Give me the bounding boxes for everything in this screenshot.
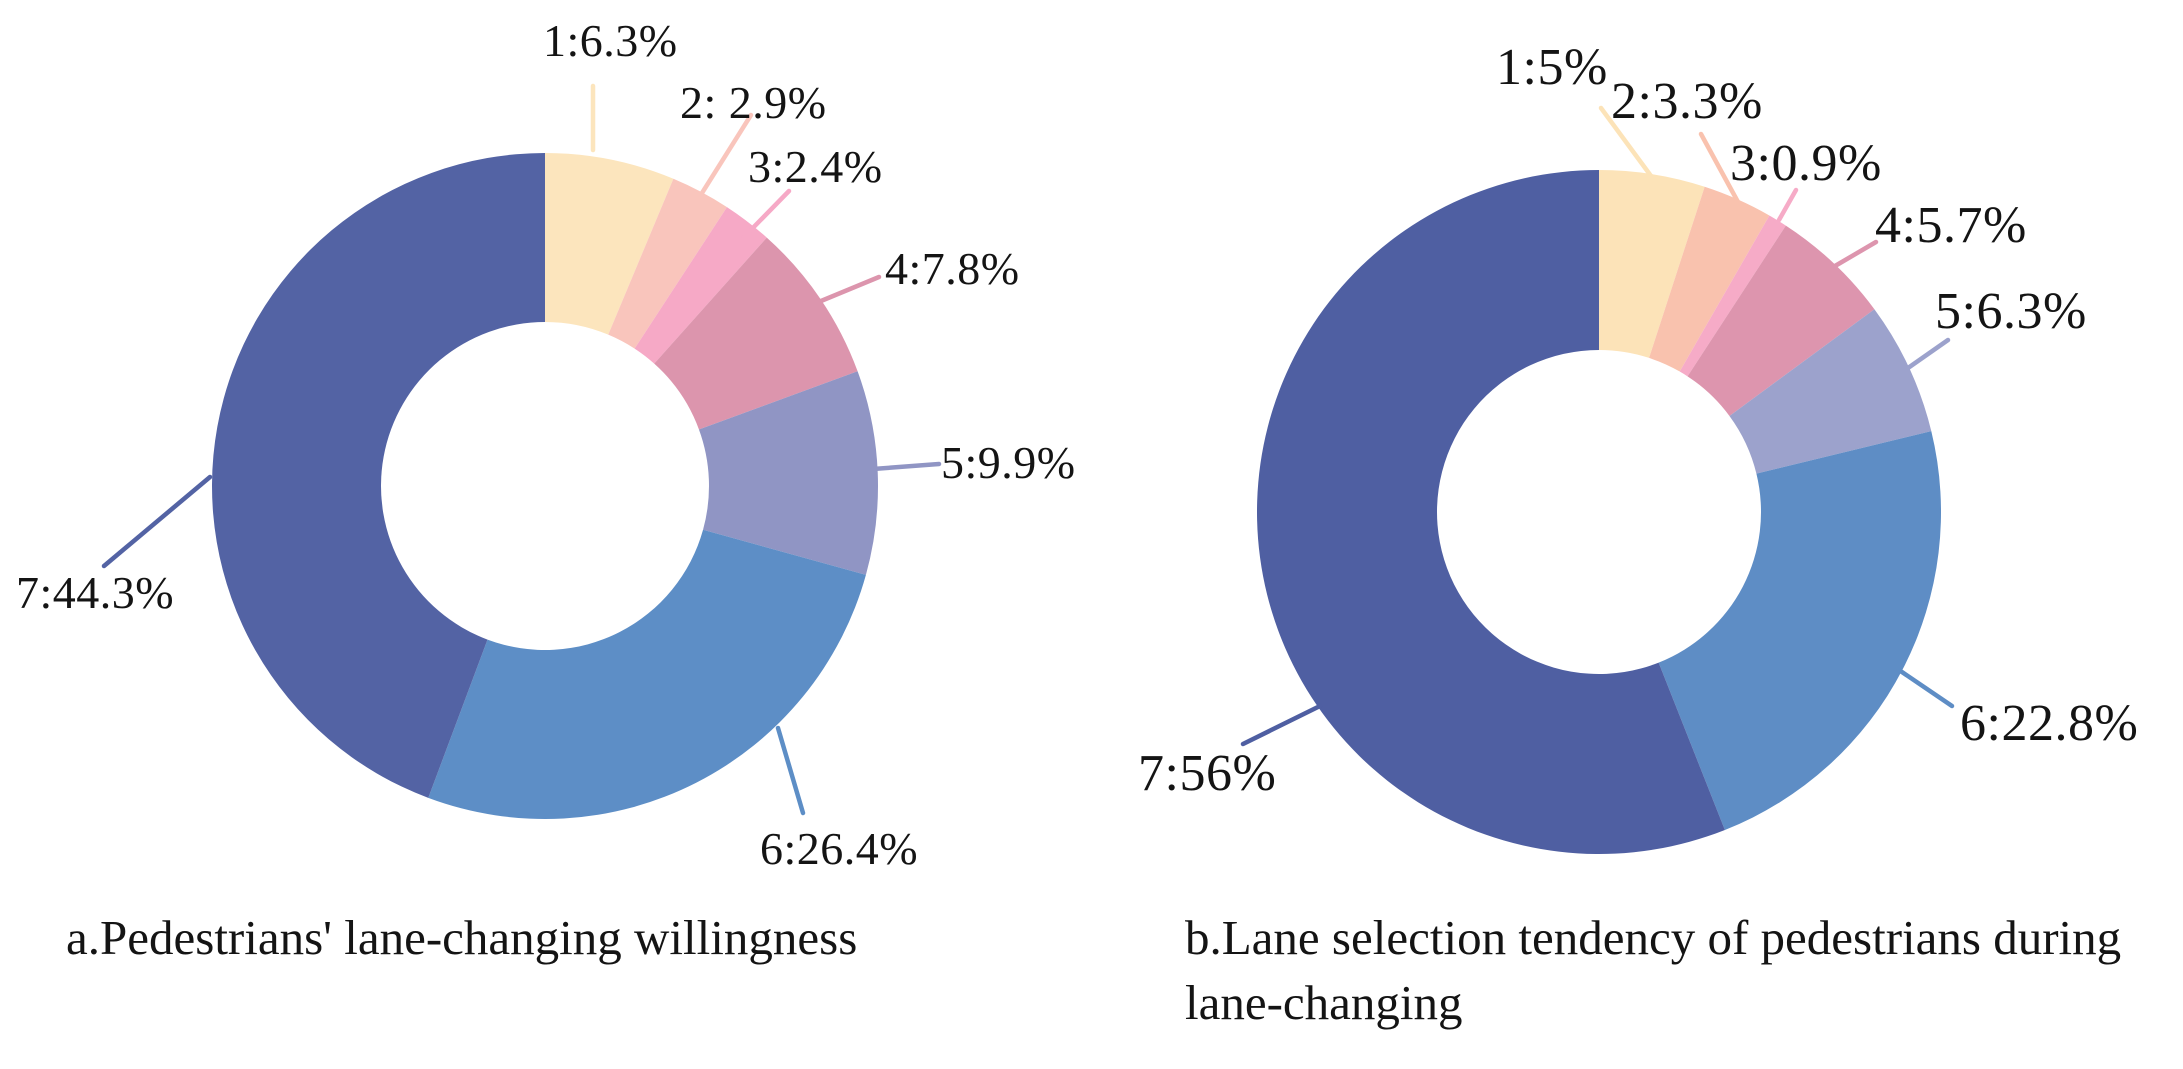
donut-slice-2 [608, 178, 727, 349]
leader-line-6 [775, 725, 806, 816]
leader-line-4 [818, 274, 882, 304]
slice-label-a4: 4:7.8% [885, 243, 1020, 294]
donut-slice-4 [1687, 225, 1875, 416]
slice-label-a3: 3:2.4% [748, 141, 883, 192]
donut-slice-7 [1257, 170, 1725, 854]
leader-line-1 [1598, 105, 1654, 179]
donut-slice-6 [428, 529, 866, 819]
leader-line-7 [1240, 703, 1323, 747]
donut-slice-6 [1658, 431, 1941, 830]
slice-label-b5: 5:6.3% [1935, 283, 2087, 340]
leader-line-4 [1832, 239, 1879, 269]
donut-slice-1 [545, 153, 674, 335]
slice-label-b1: 1:5% [1496, 39, 1608, 96]
leader-line-2 [699, 112, 754, 196]
slice-label-b4: 4:5.7% [1875, 197, 2027, 254]
leader-line-2 [1698, 131, 1741, 205]
leader-line-3 [1776, 187, 1799, 223]
slice-label-a2: 2: 2.9% [680, 77, 827, 128]
donut-slice-7 [211, 153, 545, 798]
donut-slice-3 [1679, 215, 1786, 377]
leader-line-3 [741, 188, 792, 240]
leader-line-5 [870, 461, 942, 472]
slice-label-a6: 6:26.4% [760, 823, 919, 874]
leader-line-6 [1896, 667, 1955, 709]
leader-line-5 [1905, 337, 1951, 371]
donut-slice-1 [1599, 170, 1705, 358]
slice-label-b2: 2:3.3% [1611, 73, 1763, 130]
donut-chart-a [101, 83, 942, 819]
slice-label-a1: 1:6.3% [543, 15, 678, 66]
donut-slice-5 [698, 371, 878, 575]
donut-slice-4 [654, 237, 858, 430]
slice-label-a7: 7:44.3% [16, 567, 175, 618]
donut-slice-5 [1729, 309, 1932, 474]
donut-slice-2 [1649, 186, 1770, 372]
slice-label-a5: 5:9.9% [941, 437, 1076, 488]
slice-label-b3: 3:0.9% [1730, 135, 1882, 192]
leader-line-7 [101, 474, 213, 569]
donut-slice-3 [634, 207, 767, 364]
slice-label-b7: 7:56% [1138, 745, 1277, 802]
slice-label-b6: 6:22.8% [1960, 695, 2139, 752]
caption-chart-b: b.Lane selection tendency of pedestrians… [1185, 910, 2122, 1030]
donut-chart-b [1240, 105, 1955, 854]
caption-chart-a: a.Pedestrians' lane-changing willingness [66, 910, 858, 965]
